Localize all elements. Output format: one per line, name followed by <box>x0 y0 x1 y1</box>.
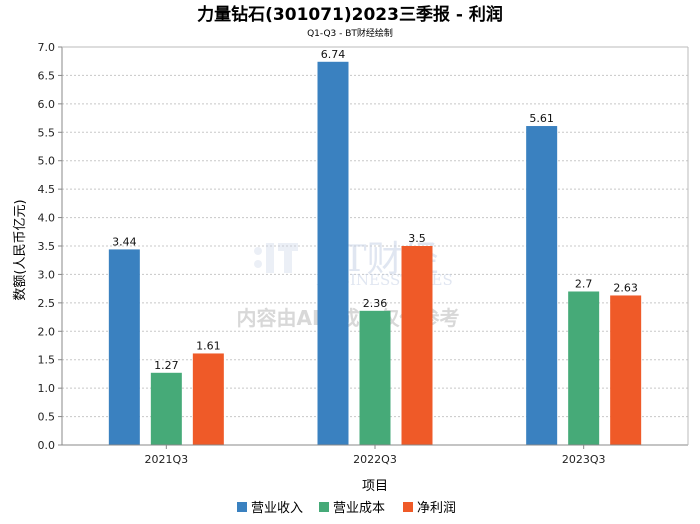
bar-2022Q3-1 <box>359 310 391 445</box>
y-tick-label: 0.5 <box>38 411 56 424</box>
y-tick-label: 4.5 <box>38 183 56 196</box>
y-tick-label: 2.0 <box>38 325 56 338</box>
legend-swatch <box>403 502 413 512</box>
bar-2023Q3-2 <box>610 295 642 445</box>
data-label: 5.61 <box>529 112 554 125</box>
data-labels: 3.44 1.27 1.61 6.74 2.36 3.5 5.61 2.7 2.63 <box>112 48 638 372</box>
data-label: 2.63 <box>613 281 638 294</box>
y-tick-label: 1.5 <box>38 354 56 367</box>
y-tick-label: 1.0 <box>38 382 56 395</box>
data-label: 2.7 <box>575 277 593 290</box>
y-tick-label: 2.5 <box>38 297 56 310</box>
bt-logo-icon <box>254 243 298 273</box>
bars <box>108 61 642 445</box>
x-ticks: 2021Q3 2022Q3 2023Q3 <box>145 445 606 466</box>
y-tick-label: 5.5 <box>38 126 56 139</box>
legend: 营业收入 营业成本 净利润 <box>237 501 456 516</box>
legend-swatch <box>319 502 329 512</box>
bar-2022Q3-2 <box>401 246 433 445</box>
data-label: 6.74 <box>321 48 346 61</box>
y-axis-label: 数额(人民币亿元) <box>13 199 28 300</box>
bar-2022Q3-0 <box>317 61 349 445</box>
y-tick-label: 5.0 <box>38 155 56 168</box>
y-ticks: 0.0 0.5 1.0 1.5 2.0 2.5 3.0 3.5 4.0 4.5 5.0 5.5 6.0 6… <box>38 41 62 452</box>
bar-2021Q3-2 <box>192 353 224 445</box>
data-label: 3.5 <box>408 232 426 245</box>
x-tick-label: 2022Q3 <box>353 453 397 466</box>
x-tick-label: 2023Q3 <box>562 453 606 466</box>
chart-title: 力量钻石(301071)2023三季报 - 利润 <box>197 4 503 25</box>
legend-label: 营业成本 <box>333 501 385 516</box>
data-label: 1.27 <box>154 359 179 372</box>
bar-2023Q3-0 <box>526 126 558 445</box>
y-tick-label: 0.0 <box>38 439 56 452</box>
chart-subtitle: Q1-Q3 - BT财经绘制 <box>307 27 393 39</box>
y-tick-label: 4.0 <box>38 212 56 225</box>
y-tick-label: 6.5 <box>38 69 56 82</box>
y-tick-label: 7.0 <box>38 41 56 54</box>
x-axis-label: 项目 <box>362 479 388 494</box>
bar-2021Q3-0 <box>108 249 140 445</box>
x-tick-label: 2021Q3 <box>145 453 189 466</box>
legend-label: 净利润 <box>417 501 456 516</box>
y-tick-label: 3.5 <box>38 240 56 253</box>
data-label: 2.36 <box>363 297 388 310</box>
bar-2023Q3-1 <box>568 291 600 445</box>
y-tick-label: 3.0 <box>38 268 56 281</box>
legend-label: 营业收入 <box>251 501 303 516</box>
data-label: 1.61 <box>196 339 221 352</box>
data-label: 3.44 <box>112 235 137 248</box>
bar-2021Q3-1 <box>150 372 182 445</box>
y-tick-label: 6.0 <box>38 98 56 111</box>
legend-swatch <box>237 502 247 512</box>
